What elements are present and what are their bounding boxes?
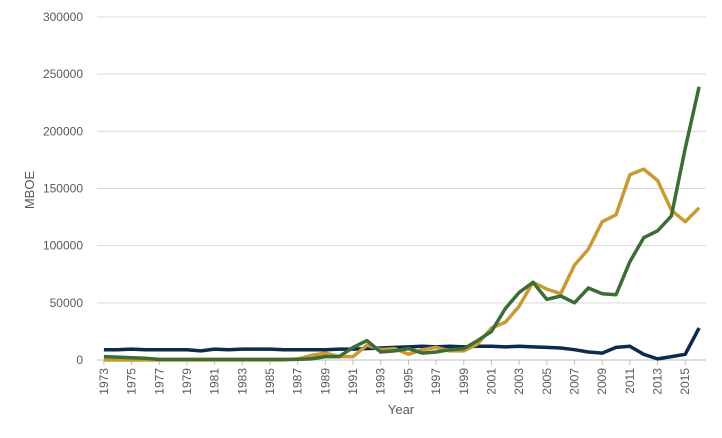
x-tick-label: 1991: [346, 368, 360, 395]
x-tick-label: 1985: [263, 368, 277, 395]
x-tick-label: 2015: [678, 368, 692, 395]
x-tick-label: 2001: [484, 368, 498, 395]
y-axis-label: MBOE: [22, 171, 37, 210]
y-tick-label: 250000: [43, 67, 83, 81]
y-tick-label: 0: [76, 353, 83, 367]
y-tick-label: 100000: [43, 239, 83, 253]
x-tick-label: 2005: [540, 368, 554, 395]
x-tick-label: 1983: [235, 368, 249, 395]
series-line: [103, 86, 701, 362]
x-tick-label: 1977: [152, 368, 166, 395]
y-tick-label: 200000: [43, 124, 83, 138]
y-tick-label: 150000: [43, 182, 83, 196]
x-tick-label: 1979: [180, 368, 194, 395]
x-tick-label: 1975: [125, 368, 139, 395]
series-line: [103, 327, 701, 361]
y-tick-label: 50000: [50, 296, 84, 310]
x-tick-label: 1987: [291, 368, 305, 395]
x-tick-label: 1995: [401, 368, 415, 395]
x-tick-label: 2013: [651, 368, 665, 395]
x-tick-label: 2007: [568, 368, 582, 395]
x-tick-label: 1973: [97, 368, 111, 395]
y-tick-label: 300000: [43, 10, 83, 24]
x-tick-label: 1993: [374, 368, 388, 395]
x-tick-label: 1981: [208, 368, 222, 395]
x-tick-label: 1989: [318, 368, 332, 395]
x-tick-label: 2011: [623, 368, 637, 394]
x-tick-label: 1999: [457, 368, 471, 395]
x-tick-label: 1997: [429, 368, 443, 395]
x-tick-label: 2003: [512, 368, 526, 395]
x-tick-label: 2009: [595, 368, 609, 395]
x-axis-label: Year: [388, 402, 415, 417]
